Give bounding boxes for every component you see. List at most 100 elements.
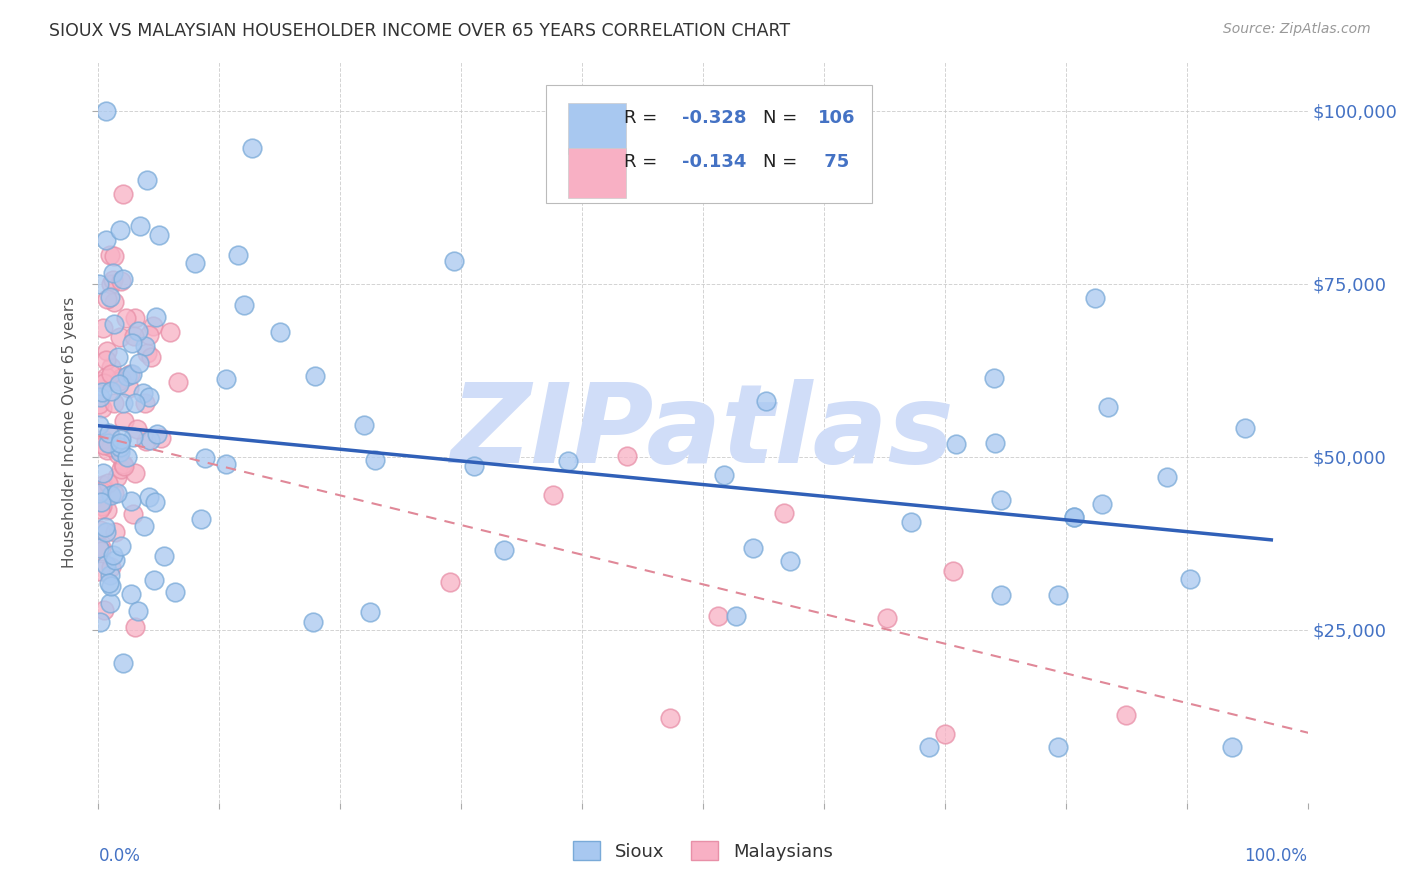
- Point: [110, 432, 132, 446]
- Point: [773, 506, 796, 520]
- Point: [90, 495, 112, 509]
- Point: [713, 467, 735, 482]
- Point: [110, 539, 132, 553]
- Point: [94, 520, 117, 534]
- Point: [91, 499, 114, 513]
- Point: [983, 371, 1005, 385]
- Point: [96, 502, 118, 516]
- Point: [215, 372, 238, 386]
- Point: [104, 552, 127, 566]
- Point: [945, 437, 967, 451]
- Text: N =: N =: [763, 109, 803, 127]
- Point: [107, 350, 129, 364]
- Point: [134, 339, 156, 353]
- Point: [900, 515, 922, 529]
- Point: [1115, 707, 1137, 722]
- Point: [98, 248, 121, 262]
- Point: [110, 462, 132, 476]
- Point: [89, 486, 111, 500]
- Point: [90, 543, 112, 558]
- Text: R =: R =: [624, 109, 664, 127]
- Point: [134, 396, 156, 410]
- Point: [364, 453, 387, 467]
- Point: [876, 610, 898, 624]
- Point: [439, 574, 461, 589]
- Point: [120, 494, 142, 508]
- Point: [132, 386, 155, 401]
- Point: [134, 518, 156, 533]
- Point: [128, 604, 150, 618]
- Point: [108, 374, 131, 388]
- Text: N =: N =: [763, 153, 803, 171]
- Point: [94, 524, 117, 539]
- Point: [143, 495, 166, 509]
- Point: [100, 384, 122, 399]
- Point: [1220, 740, 1243, 755]
- Point: [108, 330, 131, 344]
- Point: [89, 502, 111, 516]
- Point: [91, 433, 114, 447]
- Point: [139, 434, 162, 448]
- Point: [124, 311, 146, 326]
- FancyBboxPatch shape: [546, 85, 872, 203]
- Point: [755, 394, 778, 409]
- Text: Source: ZipAtlas.com: Source: ZipAtlas.com: [1223, 22, 1371, 37]
- Point: [104, 524, 127, 539]
- Text: 75: 75: [818, 153, 849, 171]
- Point: [89, 541, 111, 555]
- Point: [110, 274, 132, 288]
- Point: [111, 656, 134, 670]
- Point: [98, 576, 121, 591]
- Legend: Sioux, Malaysians: Sioux, Malaysians: [567, 834, 839, 868]
- Point: [918, 740, 941, 755]
- Point: [89, 390, 111, 404]
- Point: [135, 434, 157, 448]
- Point: [1234, 421, 1257, 435]
- Point: [1156, 470, 1178, 484]
- Point: [121, 335, 143, 350]
- Point: [112, 272, 135, 286]
- Point: [557, 453, 579, 467]
- Point: [107, 447, 129, 461]
- Point: [184, 256, 207, 270]
- Point: [96, 442, 118, 457]
- Point: [124, 396, 146, 410]
- Text: -0.134: -0.134: [682, 153, 747, 171]
- Point: [112, 458, 135, 473]
- Point: [100, 368, 122, 382]
- Point: [100, 430, 122, 444]
- Point: [101, 266, 124, 280]
- Point: [163, 585, 186, 599]
- Point: [194, 450, 217, 465]
- Point: [269, 326, 291, 340]
- Point: [94, 103, 117, 118]
- Point: [91, 321, 114, 335]
- Point: [105, 469, 128, 483]
- Point: [100, 560, 122, 574]
- Point: [90, 541, 112, 555]
- Point: [98, 425, 121, 440]
- Point: [232, 297, 254, 311]
- Point: [159, 325, 181, 339]
- Y-axis label: Householder Income Over 65 years: Householder Income Over 65 years: [62, 297, 77, 568]
- Point: [94, 558, 117, 572]
- Point: [146, 427, 169, 442]
- Point: [121, 368, 143, 382]
- Point: [108, 445, 131, 459]
- Point: [139, 350, 162, 364]
- Point: [145, 310, 167, 325]
- Point: [94, 353, 117, 368]
- Text: -0.328: -0.328: [682, 109, 747, 127]
- Point: [304, 369, 326, 384]
- Point: [742, 541, 765, 555]
- Point: [112, 414, 135, 428]
- Point: [990, 588, 1012, 602]
- FancyBboxPatch shape: [568, 147, 626, 198]
- Point: [98, 568, 121, 582]
- Point: [143, 573, 166, 587]
- Point: [1047, 588, 1070, 602]
- Point: [983, 436, 1005, 450]
- Point: [97, 436, 120, 450]
- Point: [117, 450, 139, 465]
- Point: [541, 488, 564, 502]
